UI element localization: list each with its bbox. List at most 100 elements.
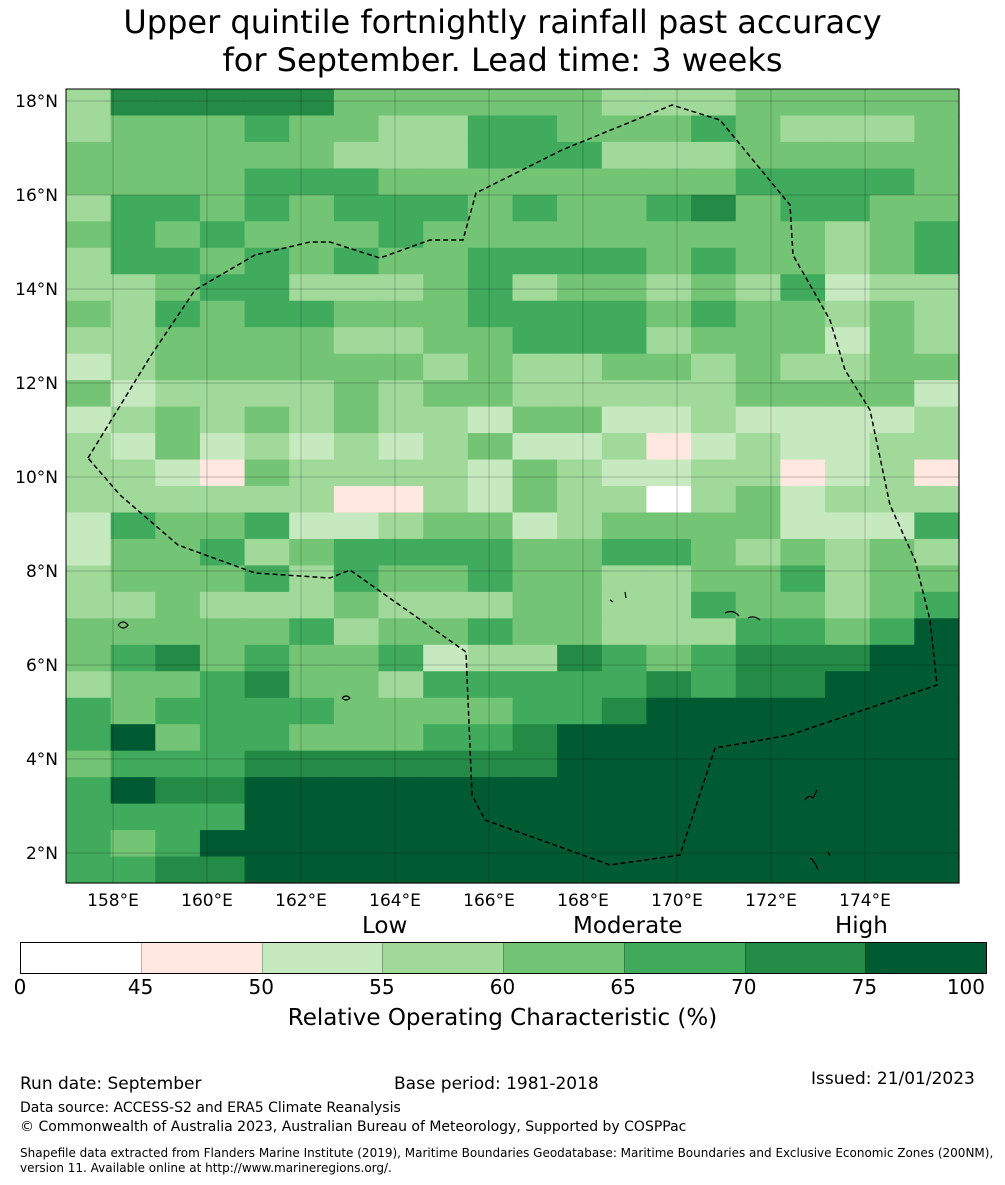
roc-cell — [423, 327, 469, 355]
roc-cell — [110, 565, 156, 593]
graticule — [66, 89, 959, 883]
legend-category-low: Low — [362, 913, 408, 939]
roc-cell — [244, 274, 290, 302]
roc-cell — [869, 353, 915, 381]
roc-cell — [423, 274, 469, 302]
colorbar-segment — [744, 943, 866, 973]
roc-cell — [66, 538, 112, 566]
roc-cell — [155, 459, 201, 487]
roc-cell — [869, 459, 915, 487]
roc-cell — [378, 327, 424, 355]
roc-cell — [110, 247, 156, 275]
roc-cell — [244, 803, 290, 831]
roc-cell — [512, 221, 558, 249]
roc-cell — [467, 803, 514, 831]
roc-cell — [66, 353, 112, 381]
colorbar — [20, 942, 987, 974]
roc-cell — [780, 486, 826, 514]
roc-cell — [199, 777, 246, 805]
map-title-line1: Upper quintile fortnightly rainfall past… — [123, 3, 882, 41]
roc-cell — [467, 618, 514, 646]
roc-cell — [735, 591, 781, 619]
roc-cell — [512, 591, 558, 619]
roc-cell — [333, 565, 380, 593]
roc-cell — [333, 644, 380, 672]
roc-cell — [735, 406, 781, 434]
roc-cell — [825, 353, 871, 381]
roc-cell — [735, 433, 781, 461]
roc-cell — [780, 538, 826, 566]
roc-cell — [780, 671, 826, 699]
roc-cell — [467, 247, 514, 275]
roc-cell — [423, 724, 469, 752]
roc-cell — [869, 644, 915, 672]
roc-cell — [378, 750, 424, 778]
roc-cell — [199, 89, 246, 117]
roc-cell — [914, 538, 960, 566]
roc-cell — [557, 194, 603, 222]
roc-cell — [333, 247, 380, 275]
longitude-label: 174°E — [839, 891, 891, 911]
roc-cell — [333, 697, 380, 725]
roc-cell — [869, 697, 915, 725]
roc-cell — [914, 856, 960, 884]
roc-cell — [333, 327, 380, 355]
roc-cell — [512, 644, 558, 672]
roc-cell — [512, 512, 558, 540]
roc-cell — [825, 327, 871, 355]
roc-cell — [289, 459, 335, 487]
roc-cell — [869, 194, 915, 222]
roc-cell — [199, 141, 246, 169]
roc-cell — [735, 300, 781, 328]
roc-cell — [646, 803, 692, 831]
roc-cell — [825, 247, 871, 275]
colorbar-segment — [261, 943, 383, 973]
roc-cell — [155, 380, 201, 408]
roc-cell — [735, 538, 781, 566]
roc-cell — [691, 618, 737, 646]
colorbar-tick-label: 75 — [851, 975, 878, 999]
roc-cell — [244, 115, 290, 143]
roc-cell — [110, 89, 156, 117]
eez-boundary — [87, 104, 938, 866]
island-outline — [809, 851, 831, 871]
roc-cell — [244, 380, 290, 408]
roc-cell — [333, 221, 380, 249]
roc-cell — [289, 671, 335, 699]
colorbar-segment — [382, 943, 503, 973]
roc-cell — [601, 803, 648, 831]
roc-cell — [110, 750, 156, 778]
roc-cell — [244, 141, 290, 169]
roc-cell — [110, 274, 156, 302]
roc-cell — [869, 141, 915, 169]
roc-cell — [512, 671, 558, 699]
roc-cell — [869, 830, 915, 858]
roc-cell — [289, 724, 335, 752]
roc-cell — [869, 750, 915, 778]
roc-cell — [289, 274, 335, 302]
roc-cell — [869, 327, 915, 355]
roc-cell — [199, 380, 246, 408]
roc-cell — [333, 300, 380, 328]
roc-cell — [601, 406, 648, 434]
roc-cell — [467, 856, 514, 884]
roc-cell — [155, 512, 201, 540]
roc-cell — [691, 856, 737, 884]
roc-cell — [423, 591, 469, 619]
roc-cell — [378, 380, 424, 408]
roc-cell — [289, 406, 335, 434]
roc-cell — [601, 618, 648, 646]
roc-cell — [780, 591, 826, 619]
roc-cell — [646, 856, 692, 884]
roc-cell — [378, 194, 424, 222]
roc-cell — [110, 300, 156, 328]
roc-cell — [557, 591, 603, 619]
roc-cell — [155, 750, 201, 778]
roc-cell — [914, 221, 960, 249]
roc-cell — [780, 433, 826, 461]
roc-cell — [333, 512, 380, 540]
roc-cell — [691, 724, 737, 752]
island-outline — [724, 610, 761, 621]
longitude-label: 170°E — [651, 891, 703, 911]
